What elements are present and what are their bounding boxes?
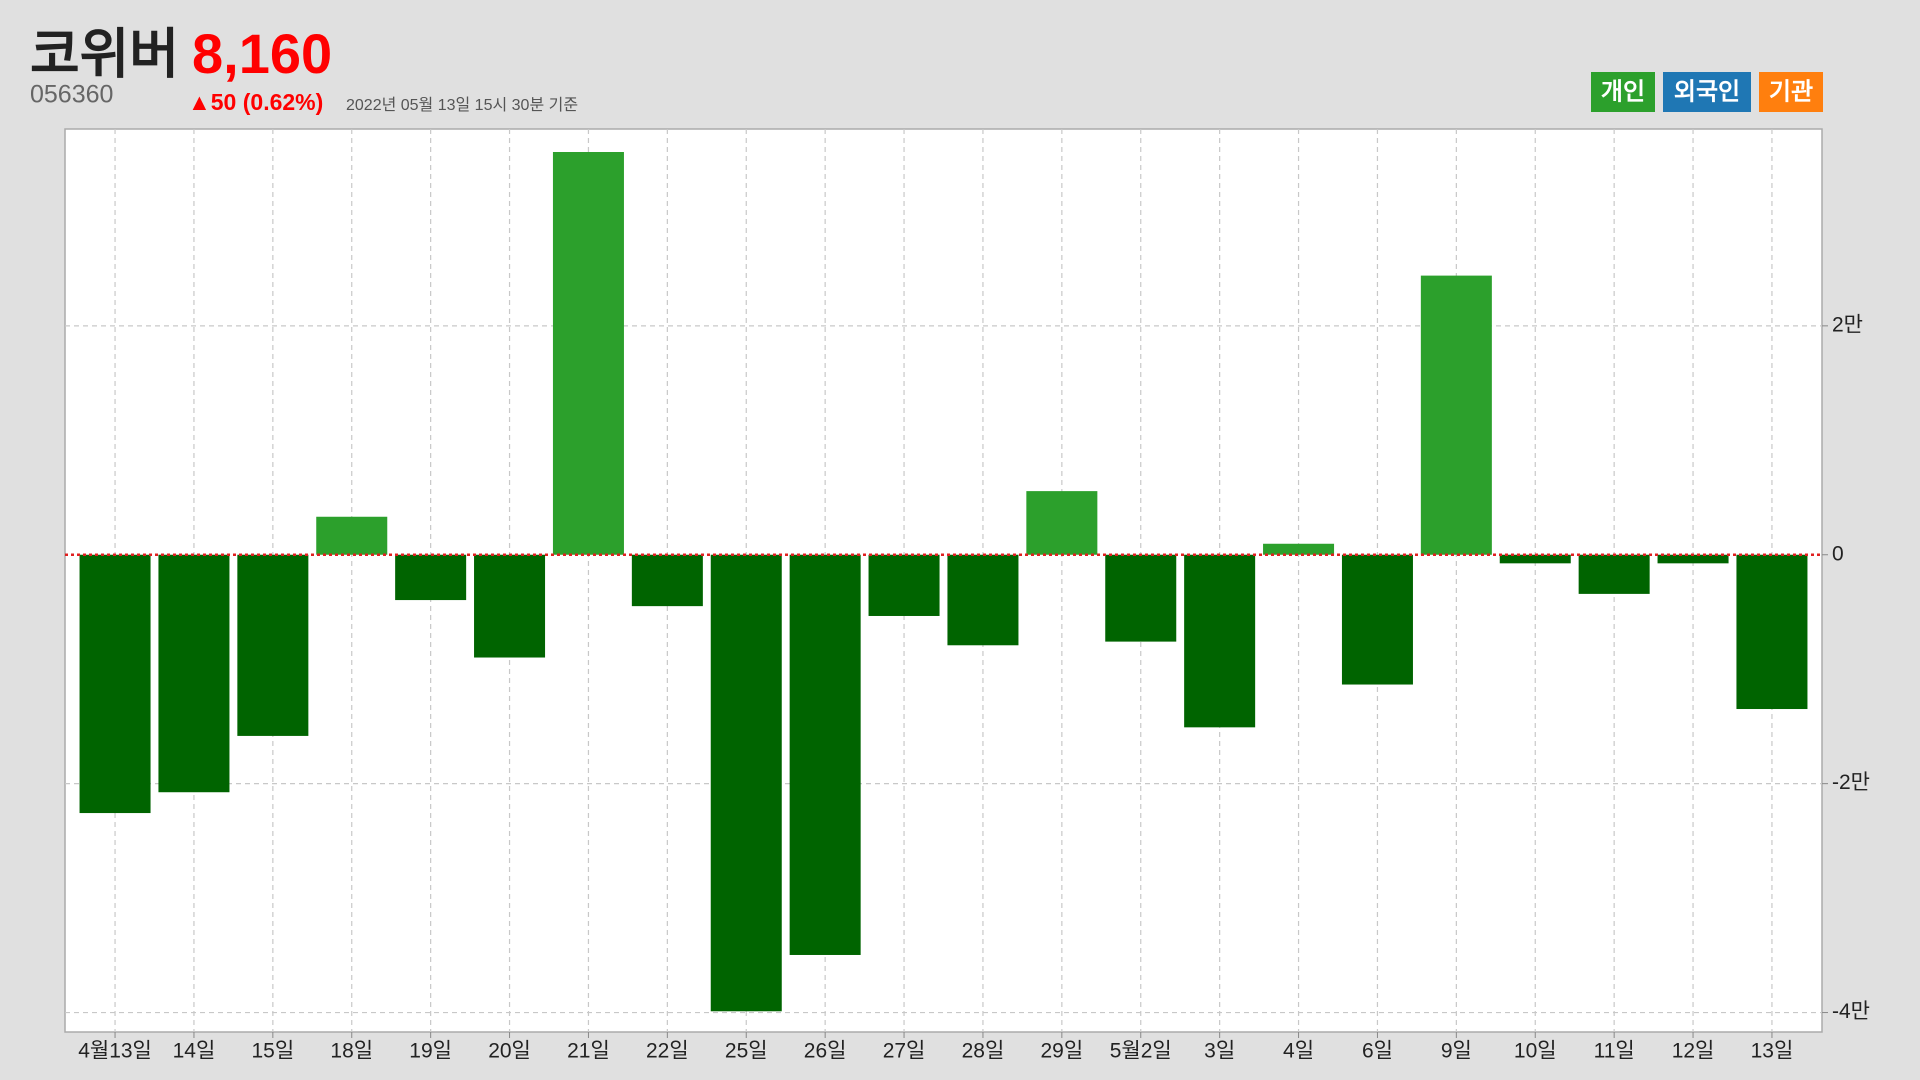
y-tick-label: 2만 [1832,313,1863,336]
x-tick-label: 3일 [1204,1040,1235,1063]
bar [395,554,467,601]
x-tick-label: 21일 [567,1040,610,1063]
toggle-button[interactable] [1663,72,1751,112]
x-tick-label: 4월13일 [78,1040,152,1063]
x-tick-label: 10일 [1514,1040,1557,1063]
bar [1341,554,1413,685]
x-tick-label: 9일 [1441,1040,1472,1063]
stock-name: 코위버 [30,24,179,84]
bar [710,554,782,1012]
bar [947,554,1019,646]
toggle-label[interactable]: 기관 [1769,78,1813,105]
x-tick-label: 4일 [1283,1040,1314,1063]
stock-price: 8,160 [192,22,332,85]
bar [1026,491,1098,555]
bar [237,554,309,736]
x-tick-label: 15일 [252,1040,295,1063]
y-tick-label: 0 [1832,542,1844,565]
toggle-button[interactable] [1591,72,1655,112]
bar [552,152,624,555]
x-tick-label: 19일 [409,1040,452,1063]
bar [158,554,230,793]
y-tick-label: -2만 [1832,771,1870,794]
bar [1420,275,1492,555]
bar [79,554,151,814]
y-tick-label: -4만 [1832,1000,1870,1023]
plot-area [64,128,1823,1033]
bar [631,554,703,607]
x-tick-label: 13일 [1751,1040,1794,1063]
x-tick-label: 18일 [330,1040,373,1063]
toggle-label[interactable]: 개인 [1601,78,1645,105]
toggle-label[interactable]: 외국인 [1674,78,1740,105]
x-tick-label: 5월2일 [1110,1040,1172,1063]
bar [474,554,546,658]
bar [1578,554,1650,594]
x-tick-label: 14일 [173,1040,216,1063]
price-change: ▲50 (0.62%) [188,89,323,115]
bar [1736,554,1808,710]
bar [1657,554,1729,564]
x-tick-label: 25일 [725,1040,768,1063]
x-tick-label: 6일 [1362,1040,1393,1063]
bar [1263,543,1335,555]
timestamp: 2022년 05월 13일 15시 30분 기준 [346,96,578,114]
x-tick-label: 29일 [1041,1040,1084,1063]
toggle-button[interactable] [1759,72,1823,112]
bar [316,516,388,555]
x-tick-label: 28일 [962,1040,1005,1063]
x-tick-label: 12일 [1672,1040,1715,1063]
bar [1499,554,1571,564]
stock-code: 056360 [30,81,113,109]
x-tick-label: 11일 [1594,1040,1635,1063]
x-tick-label: 20일 [488,1040,531,1063]
x-tick-label: 27일 [883,1040,926,1063]
x-tick-label: 22일 [646,1040,689,1063]
bar [1105,554,1177,642]
bar [789,554,861,955]
x-tick-label: 26일 [804,1040,847,1063]
bar [868,554,940,616]
bar [1184,554,1256,728]
